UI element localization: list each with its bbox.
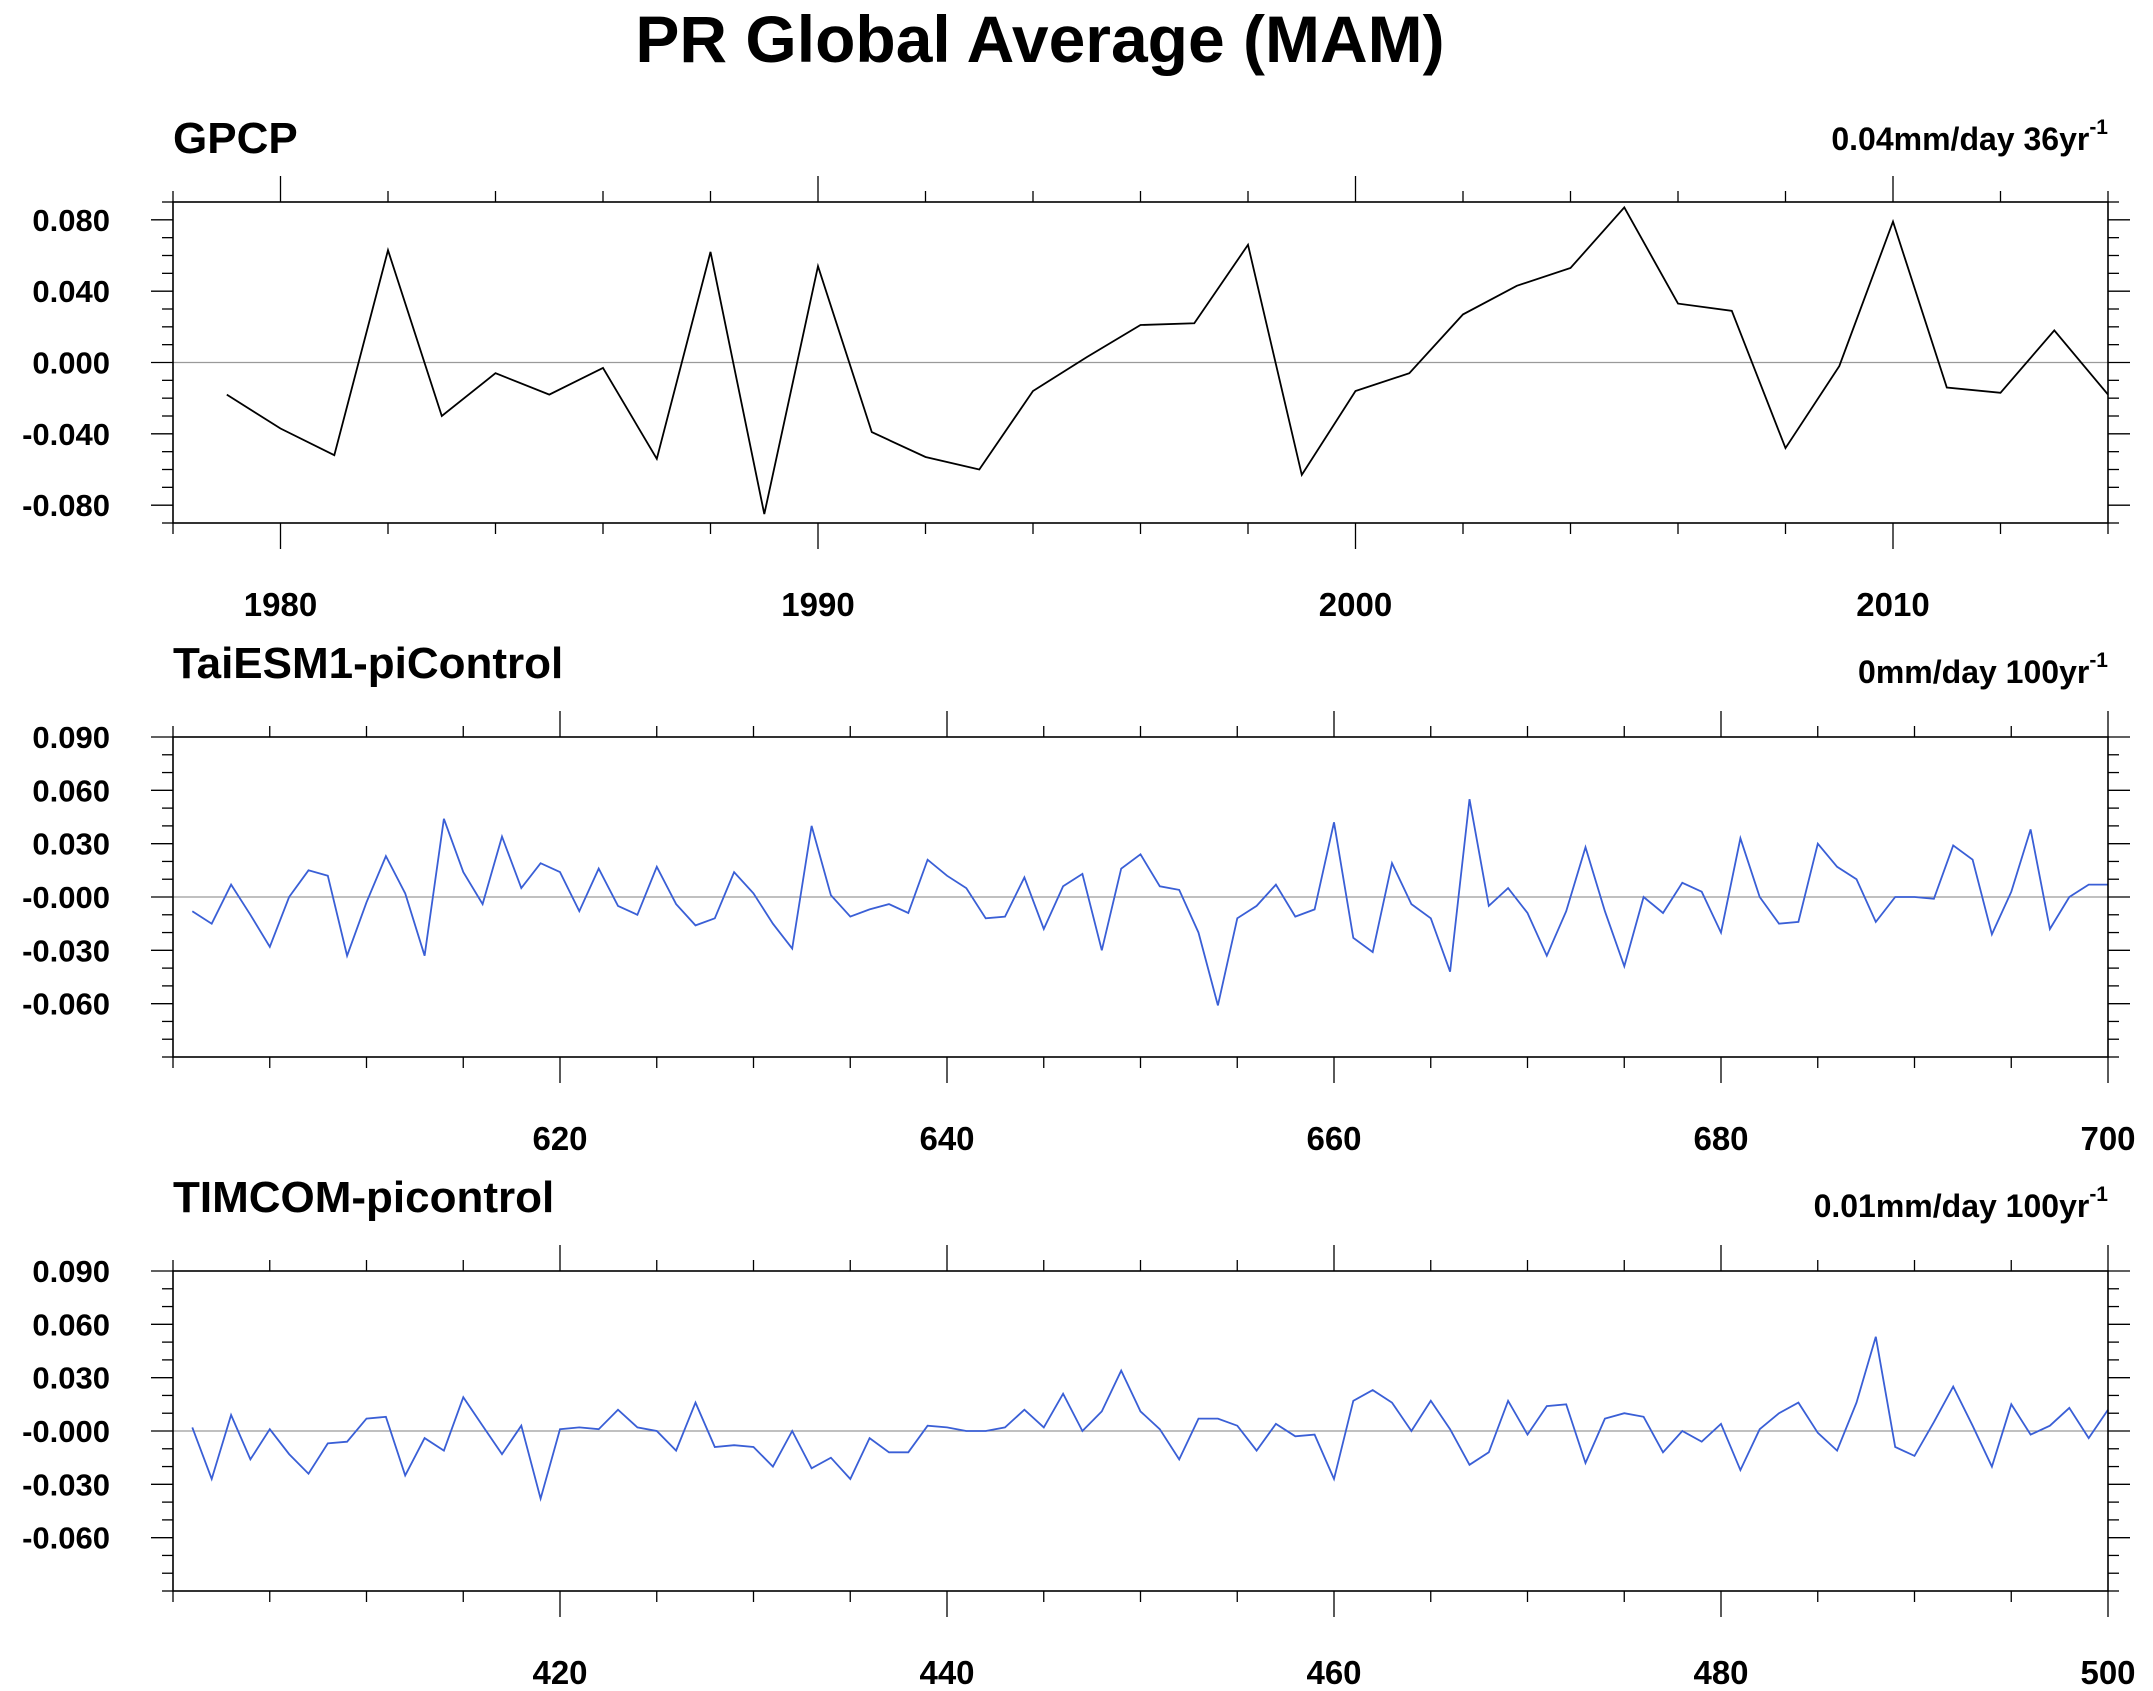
trend-label: 0.01mm/day 100yr-1	[1814, 1183, 2109, 1224]
series-line	[226, 205, 2109, 515]
plot-frame	[172, 1270, 2109, 1592]
panel-title: TIMCOM-picontrol	[173, 1173, 554, 1222]
y-tick-label: -0.000	[22, 1414, 110, 1449]
y-tick-label: -0.060	[22, 987, 110, 1022]
x-tick-label: 1990	[781, 586, 854, 623]
x-tick-label: 500	[2080, 1654, 2135, 1691]
y-tick-label: -0.030	[22, 1467, 110, 1502]
panel-taiesm1-picontrol: TaiESM1-piControl 0mm/day 100yr-1 -0.060…	[22, 639, 2135, 1157]
y-tick-label: 0.090	[32, 1254, 110, 1289]
x-tick-label: 660	[1306, 1120, 1361, 1157]
x-tick-label: 460	[1306, 1654, 1361, 1691]
x-tick-label: 480	[1693, 1654, 1748, 1691]
panel-title: GPCP	[173, 114, 298, 163]
y-tick-label: 0.090	[32, 720, 110, 755]
x-tick-label: 640	[919, 1120, 974, 1157]
y-tick-label: -0.030	[22, 933, 110, 968]
trend-label: 0mm/day 100yr-1	[1858, 649, 2108, 690]
x-tick-label: 680	[1693, 1120, 1748, 1157]
panel-title: TaiESM1-piControl	[173, 639, 563, 688]
y-tick-label: 0.030	[32, 827, 110, 862]
panel-gpcp: GPCP 0.04mm/day 36yr-1 -0.080 -0.040 0.000…	[22, 114, 2130, 623]
figure-title: PR Global Average (MAM)	[635, 2, 1444, 76]
x-tick-label: 2010	[1856, 586, 1929, 623]
panel-timcom-picontrol: TIMCOM-picontrol 0.01mm/day 100yr-1 -0.0…	[22, 1173, 2135, 1691]
y-tick-label: 0.060	[32, 1307, 110, 1342]
x-tick-label: 1980	[244, 586, 317, 623]
x-tick-label: 440	[919, 1654, 974, 1691]
plot-frame	[172, 736, 2109, 1058]
y-tick-label: -0.080	[22, 488, 110, 523]
y-tick-label: -0.060	[22, 1521, 110, 1556]
series-line	[191, 1336, 2109, 1503]
plot-frame	[172, 201, 2109, 524]
y-tick-label: 0.030	[32, 1361, 110, 1396]
trend-label: 0.04mm/day 36yr-1	[1831, 116, 2108, 157]
x-tick-label: 420	[532, 1654, 587, 1691]
y-tick-label: -0.040	[22, 417, 110, 452]
y-tick-label: 0.000	[32, 346, 110, 381]
y-tick-label: 0.080	[32, 203, 110, 238]
y-tick-label: 0.040	[32, 274, 110, 309]
x-tick-label: 700	[2080, 1120, 2135, 1157]
series-line	[191, 799, 2108, 1006]
x-tick-label: 2000	[1319, 586, 1392, 623]
y-tick-label: -0.000	[22, 880, 110, 915]
y-tick-label: 0.060	[32, 773, 110, 808]
x-tick-label: 620	[532, 1120, 587, 1157]
